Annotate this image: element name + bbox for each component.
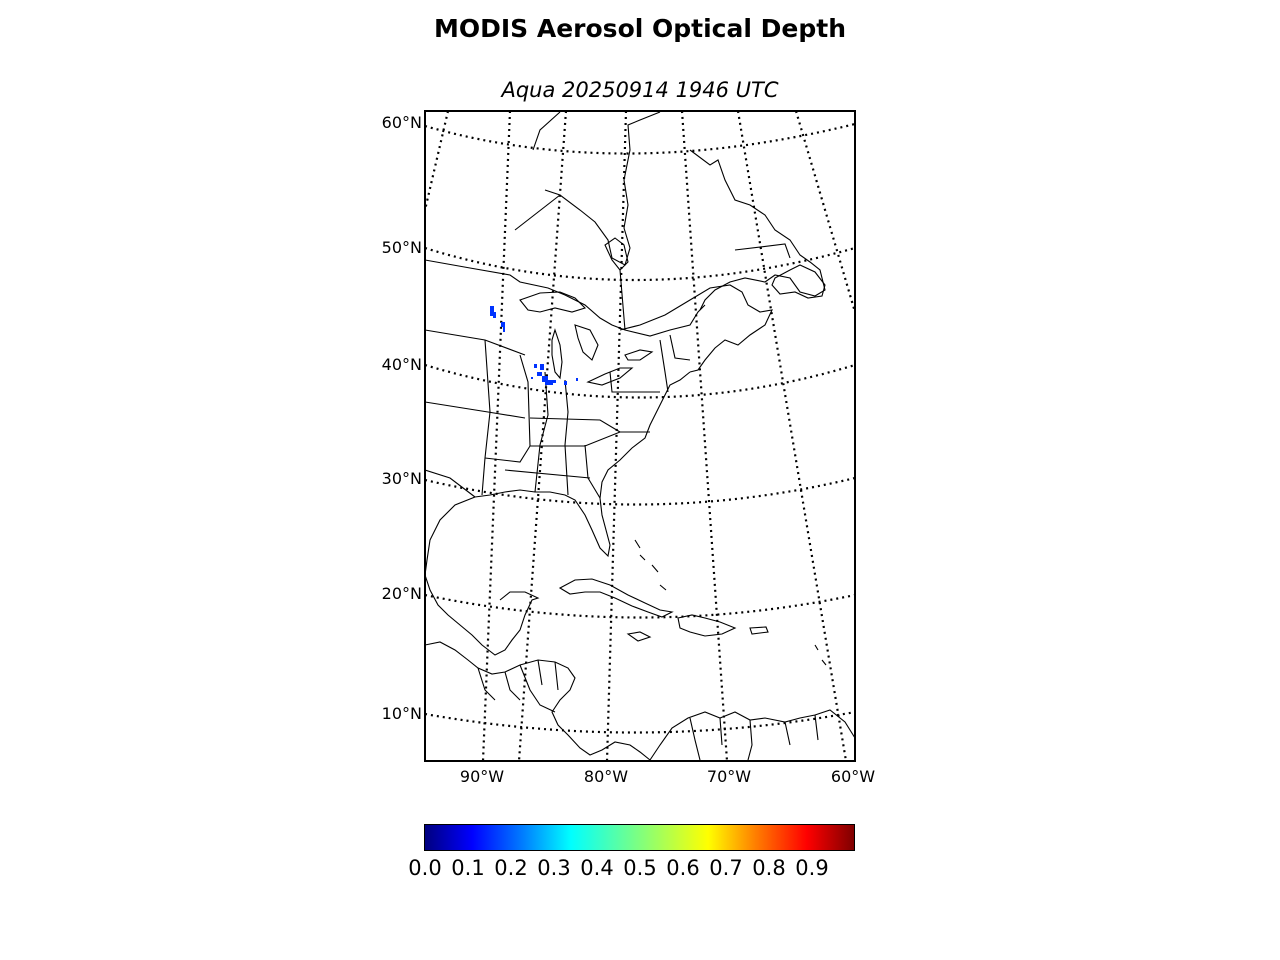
canada-us-border [425, 259, 706, 337]
province-line-3 [734, 243, 791, 259]
mexico-border [425, 469, 476, 498]
aod-pixel [564, 381, 567, 385]
lat-label-10n: 10°N [381, 704, 422, 723]
lake-superior [519, 291, 587, 313]
aod-pixel [576, 378, 578, 381]
lon-label-90w: 90°W [459, 767, 505, 786]
state-row-3 [484, 431, 650, 463]
lake-michigan [551, 328, 563, 380]
central-america-coast [425, 641, 651, 761]
figure-title: MODIS Aerosol Optical Depth [433, 14, 846, 43]
map-content [425, 111, 855, 761]
aod-pixel [531, 377, 533, 379]
province-line-2 [619, 269, 626, 331]
state-col-1 [481, 339, 491, 496]
state-col-7 [659, 339, 669, 393]
colorbar-tick-label: 0.5 [623, 856, 657, 880]
lon-label-70w: 70°W [706, 767, 752, 786]
aod-pixel [493, 312, 496, 318]
colorbar-tick-label: 0.4 [580, 856, 614, 880]
hispaniola [677, 614, 737, 637]
colorbar-tick-label: 0.8 [752, 856, 786, 880]
lake-erie [586, 367, 634, 386]
gulf-st-lawrence [619, 284, 773, 373]
map-frame [424, 110, 856, 762]
state-row-5 [504, 469, 591, 479]
meridian-60w [794, 111, 855, 313]
state-row-1 [425, 329, 526, 356]
parallel-10n [425, 710, 855, 734]
lesser-antilles [814, 644, 827, 666]
parallel-20n [425, 593, 855, 619]
aod-pixel [545, 380, 553, 385]
colorbar [424, 824, 855, 851]
colorbar-tick-label: 0.9 [795, 856, 829, 880]
state-col-5 [584, 444, 601, 499]
coastlines [425, 111, 855, 761]
state-row-4 [529, 417, 621, 433]
colorbar-tick-label: 0.1 [451, 856, 485, 880]
colorbar-tick-label: 0.0 [408, 856, 442, 880]
parallel-40n [425, 363, 855, 399]
aod-pixel [540, 364, 544, 370]
parallel-30n [425, 476, 855, 506]
meridian-75w [605, 111, 628, 761]
graticule-parallels [425, 122, 855, 734]
meridian-100w [425, 111, 450, 211]
lake-huron [574, 324, 599, 361]
aod-pixel [552, 380, 556, 383]
lon-label-80w: 80°W [583, 767, 629, 786]
aod-observations [490, 306, 578, 385]
central-america-borders [477, 659, 559, 713]
meridian-70w [680, 111, 729, 761]
meridian-90w [481, 111, 512, 761]
colorbar-tick-label: 0.6 [666, 856, 700, 880]
south-america-borders [689, 714, 819, 761]
us-east-coast [474, 371, 691, 558]
lake-ontario [624, 349, 654, 361]
parallel-50n [425, 246, 855, 282]
state-row-2 [425, 401, 526, 419]
colorbar-tick-label: 0.2 [494, 856, 528, 880]
colorbar-tick-label: 0.7 [709, 856, 743, 880]
state-col-4 [564, 379, 569, 496]
state-col-2 [519, 354, 531, 447]
newfoundland-coast [771, 264, 826, 299]
graticule-meridians [425, 111, 855, 761]
state-col-3 [534, 371, 549, 493]
figure-subtitle: Aqua 20250914 1946 UTC [501, 78, 779, 102]
state-col-6 [609, 371, 660, 393]
lon-label-60w: 60°W [830, 767, 876, 786]
lat-label-40n: 40°N [381, 355, 422, 374]
aod-pixel [537, 372, 542, 376]
lat-label-20n: 20°N [381, 584, 422, 603]
hudson-bay-coast [532, 111, 661, 266]
james-bay [604, 237, 629, 271]
meridian-65w [736, 111, 848, 761]
lat-label-50n: 50°N [381, 238, 422, 257]
aod-pixel [501, 322, 505, 327]
colorbar-tick-label: 0.3 [537, 856, 571, 880]
labrador-coast [689, 149, 826, 311]
state-col-8 [669, 334, 691, 361]
aod-pixel [503, 327, 505, 332]
jamaica [626, 631, 652, 642]
political-boundaries [425, 194, 819, 761]
aod-pixel [490, 306, 494, 316]
aod-pixel [534, 364, 537, 368]
lat-label-30n: 30°N [381, 469, 422, 488]
gulf-of-mexico-coast [425, 496, 540, 656]
province-line-1 [514, 194, 561, 231]
bahamas [634, 539, 667, 591]
parallel-60n [425, 122, 855, 155]
cuba [558, 578, 674, 618]
puerto-rico [749, 626, 769, 635]
lat-label-60n: 60°N [381, 113, 422, 132]
aod-pixel [542, 376, 548, 382]
south-america-coast [649, 709, 855, 761]
